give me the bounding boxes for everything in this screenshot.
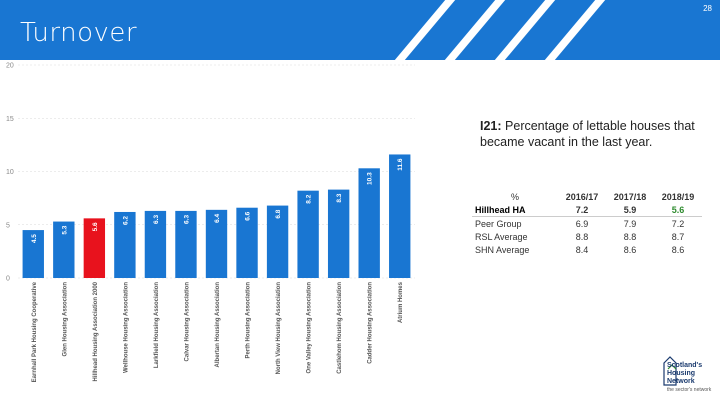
x-tick-label: One Valley Housing Association [307,282,313,374]
data-label: 4.5 [31,234,38,243]
bar [266,205,289,278]
stats-column-header: 2017/18 [613,191,647,202]
bar [205,209,228,278]
logo-line: Housing [667,370,695,377]
data-label: 6.2 [122,216,129,225]
stats-cell: 8.6 [623,244,637,255]
bar [175,210,197,278]
data-label: 8.3 [336,193,343,202]
indicator-code: I21: [480,119,502,133]
bar [297,190,319,278]
logo-line: Scotland's [667,362,703,369]
stats-row-label: Peer Group [475,218,522,229]
logo-tagline: the sector's network [667,387,712,393]
stats-cell: 7.2 [671,218,685,229]
x-tick-label: Earnhall Park Housing Cooperative [32,281,38,382]
bar [327,189,350,278]
data-label: 6.3 [153,215,160,224]
y-tick-label: 20 [6,63,14,70]
data-label: 6.3 [183,215,190,224]
data-label: 6.4 [214,213,221,222]
bar [22,230,44,278]
stats-cell: 8.8 [623,231,637,242]
stats-cell: 7.9 [623,218,637,229]
y-tick-label: 10 [6,169,14,176]
y-tick-label: 15 [6,116,14,123]
logo-text: Scotland's Housing Network the sector's … [667,362,711,394]
page-title: Turnover [20,18,138,48]
stats-corner: % [510,191,519,202]
stats-column-header: 2018/19 [661,191,695,202]
data-label: 6.6 [245,211,252,220]
x-tick-label: Hillhead Housing Association 2000 [93,281,99,381]
stats-row-rsl-average: RSL Average 8.8 8.8 8.7 [472,230,702,243]
x-tick-label: Glen Housing Association [62,282,68,357]
data-label: 5.6 [92,222,99,231]
stats-cell: 8.6 [671,244,685,255]
stats-cell: 8.7 [671,231,685,242]
stats-cell: 8.8 [575,231,589,242]
header-stripe [536,0,614,60]
bar [144,210,167,278]
stats-header-row: % 2016/17 2017/18 2018/19 [472,190,702,203]
page-number: 28 [703,4,712,13]
bar [358,168,380,278]
indicator-description: Percentage of lettable houses that becam… [480,119,695,149]
stats-row-label: Hillhead HA [472,203,558,217]
stats-cell: 5.9 [606,203,654,217]
stats-row-label: SHN Average [475,244,530,255]
bar [114,211,136,278]
data-label: 8.2 [306,194,313,203]
bar [389,154,411,278]
chart-subtitle: I21: Percentage of lettable houses that … [480,118,710,150]
bar [236,207,258,278]
scotlands-housing-network-logo [663,356,677,386]
data-label: 10.3 [367,172,374,185]
x-tick-label: Calvar Housing Association [184,282,190,362]
x-tick-label: Albertan Housing Association [215,282,221,368]
x-tick-label: Wellhouse Housing Association [123,282,129,373]
header-bar: Turnover 28 [0,0,720,60]
stats-table: % 2016/17 2017/18 2018/19 Hillhead HA 7.… [472,190,702,256]
logo-line: Network [667,378,695,385]
bar-chart: 0 5 10 15 20 4.5 Earnhall Park Housing Coopera… [6,63,415,382]
stats-cell: 7.2 [558,203,606,217]
stats-row-label: RSL Average [475,231,528,242]
bar [83,218,106,278]
stats-column-header: 2016/17 [565,191,599,202]
stats-cell: 6.9 [575,218,589,229]
stats-row-shn-average: SHN Average 8.4 8.6 8.6 [472,243,702,256]
stats-cell: 8.4 [575,244,589,255]
data-label: 6.8 [275,209,282,218]
y-tick-label: 5 [6,222,10,229]
stats-cell: 5.6 [654,203,702,217]
y-tick-label: 0 [6,276,10,283]
data-label: 11.6 [397,158,404,171]
x-tick-label: Cadder Housing Association [368,282,374,364]
stats-row-hillhead: Hillhead HA 7.2 5.9 5.6 [472,203,702,217]
data-label: 5.3 [61,225,68,234]
x-tick-label: Perth Housing Association [246,282,252,359]
stats-row-peer-group: Peer Group 6.9 7.9 7.2 [472,217,702,231]
x-tick-label: Atrium Homes [398,281,404,323]
x-tick-label: North View Housing Association [276,282,282,375]
bar [53,221,75,278]
x-tick-label: Larkfield Housing Association [154,282,160,368]
x-tick-label: Castlehom Housing Association [337,282,343,374]
